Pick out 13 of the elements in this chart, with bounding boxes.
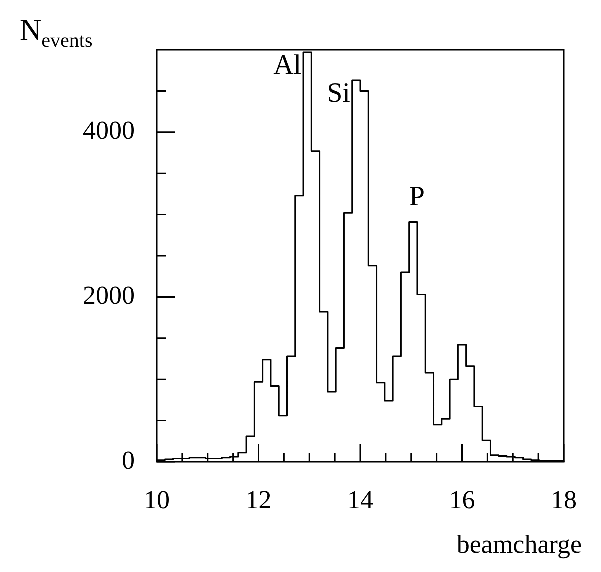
x-tick-label: 10 xyxy=(144,485,170,514)
x-tick-label: 12 xyxy=(246,485,272,514)
y-tick-label: 4000 xyxy=(83,116,135,146)
y-axis-title: N$_{events}$ xyxy=(20,14,93,53)
annotation: Al xyxy=(274,50,302,81)
annotation: Si xyxy=(327,78,351,109)
x-tick-label: 16 xyxy=(449,485,476,514)
y-tick-label: 2000 xyxy=(83,281,135,310)
y-tick-label: 0 xyxy=(122,446,135,475)
x-axis-title: beamcharge xyxy=(456,530,582,560)
x-tick-label: 18 xyxy=(551,485,577,514)
x-tick-label: 14 xyxy=(348,485,374,514)
annotation: P xyxy=(409,182,425,213)
